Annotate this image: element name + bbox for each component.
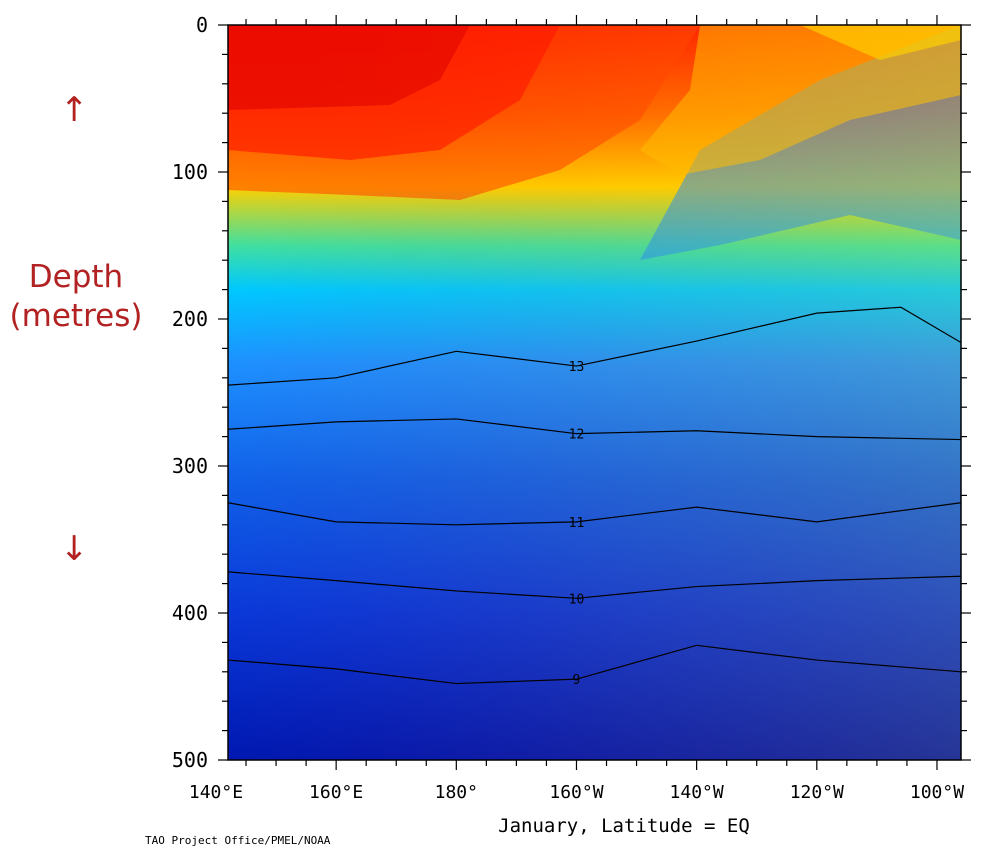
arrow-up-icon: ↑: [60, 90, 89, 130]
isotherm-9: [228, 644, 961, 685]
contour-labels: 13 12 11 10 9: [569, 360, 585, 688]
y-tick-label: 200: [172, 307, 208, 331]
contour-label-12: 12: [569, 428, 585, 443]
x-tick-label: 140°W: [670, 782, 724, 803]
y-tick-label: 0: [196, 13, 208, 37]
arrow-down-icon: ↓: [60, 529, 89, 569]
depth-label-line2: (metres): [9, 297, 143, 334]
contour-label-11: 11: [569, 516, 585, 531]
depth-label-line1: Depth: [28, 259, 124, 295]
y-tick-label: 500: [172, 748, 208, 772]
heatmap-field: [228, 25, 961, 760]
y-tick-label: 100: [172, 160, 208, 184]
credit-text: TAO Project Office/PMEL/NOAA: [145, 834, 331, 847]
x-tick-label: 100°W: [910, 782, 964, 803]
x-tick-label: 160°E: [309, 782, 363, 803]
y-tick-label: 400: [172, 601, 208, 625]
x-tick-label: 140°E: [189, 782, 243, 803]
isotherm-13: [228, 306, 961, 386]
isotherm-lines: [228, 306, 961, 685]
y-tick-label: 300: [172, 454, 208, 478]
isotherm-12: [228, 418, 961, 441]
x-tick-label: 180°: [435, 782, 478, 803]
plot-frame: [227, 24, 962, 761]
depth-label: Depth (metres): [0, 258, 152, 336]
x-tick-label: 120°W: [790, 782, 844, 803]
x-tick-label: 160°W: [549, 782, 603, 803]
isotherm-11: [228, 502, 961, 526]
contour-label-13: 13: [569, 360, 585, 375]
isotherm-10: [228, 571, 961, 599]
contour-label-9: 9: [573, 673, 581, 688]
axis-ticks: 0 100 200 300 400 500 140°E 160°E 180° 160°W 140°W…: [172, 13, 971, 803]
contour-label-10: 10: [569, 592, 585, 607]
x-axis-label: January, Latitude = EQ: [498, 815, 750, 837]
